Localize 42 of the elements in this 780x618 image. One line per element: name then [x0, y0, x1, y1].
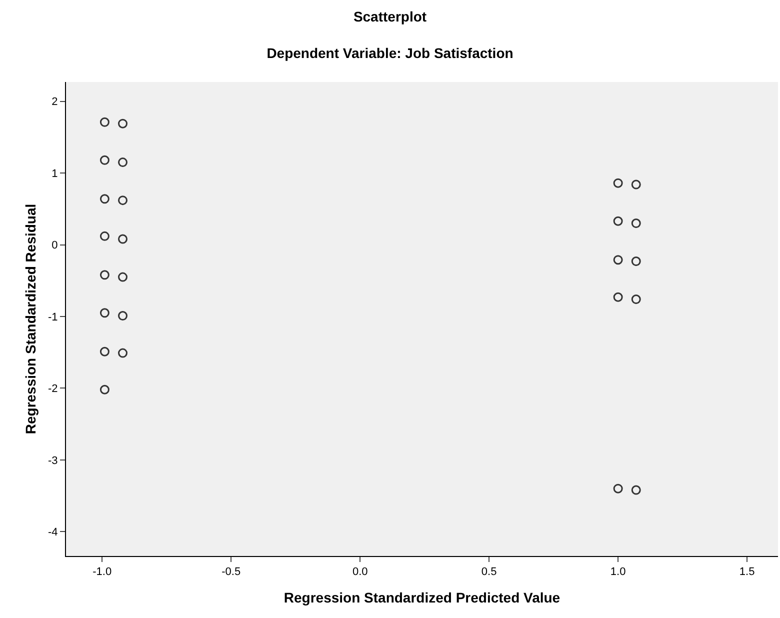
- chart-subtitle: Dependent Variable: Job Satisfaction: [266, 45, 514, 62]
- x-axis-title: Regression Standardized Predicted Value: [284, 590, 560, 606]
- x-tick-label: 1.0: [610, 566, 626, 578]
- y-tick-label: -4: [48, 526, 58, 538]
- point: [118, 272, 128, 282]
- point: [613, 178, 623, 188]
- y-tick-label: -2: [48, 383, 58, 396]
- point: [118, 158, 128, 168]
- point: [631, 180, 641, 190]
- point: [100, 117, 110, 127]
- point: [100, 194, 110, 204]
- x-tick-label: 1.5: [739, 566, 755, 578]
- point: [118, 196, 128, 206]
- x-tick-label: -0.5: [222, 566, 241, 578]
- point: [613, 292, 623, 302]
- point: [100, 384, 110, 394]
- x-tick-label: 0.0: [352, 566, 368, 578]
- point: [100, 346, 110, 356]
- point: [613, 255, 623, 265]
- point: [100, 270, 110, 280]
- point: [100, 231, 110, 241]
- point: [631, 218, 641, 228]
- point: [118, 234, 128, 244]
- point: [613, 484, 623, 494]
- x-tick-label: -1.0: [92, 566, 112, 578]
- y-axis-title: Regression Standardized Residual: [22, 204, 39, 434]
- point: [118, 311, 128, 321]
- point: [631, 256, 641, 266]
- point: [613, 216, 623, 226]
- y-tick-label: 1: [52, 168, 58, 180]
- point: [631, 485, 641, 495]
- y-tick-label: -1: [48, 311, 58, 324]
- y-tick-label: 2: [52, 96, 58, 108]
- point: [118, 118, 128, 128]
- chart-title: Scatterplot: [353, 8, 427, 25]
- y-tick-label: 0: [52, 240, 58, 252]
- point: [631, 294, 641, 304]
- point: [100, 308, 110, 318]
- point: [100, 155, 110, 165]
- point: [118, 348, 128, 358]
- x-tick-label: 0.5: [481, 566, 497, 578]
- y-tick-label: -3: [48, 454, 58, 467]
